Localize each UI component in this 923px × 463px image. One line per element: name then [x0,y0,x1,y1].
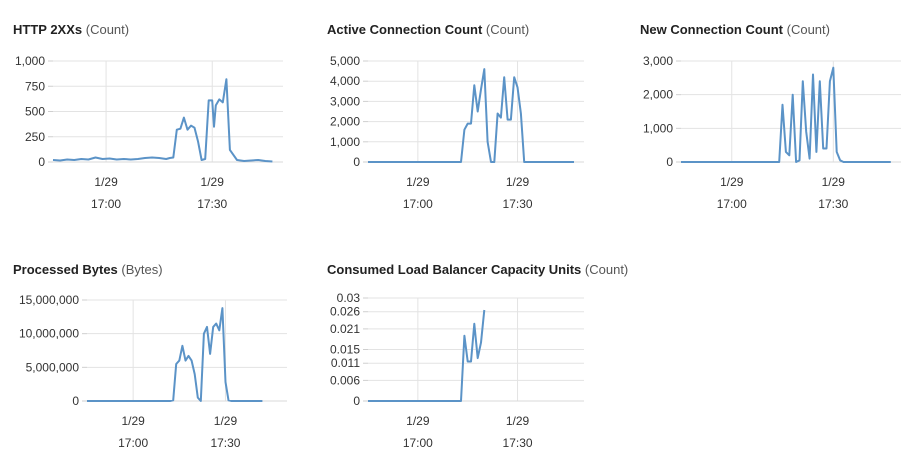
chart-svg: 0 250 500 750 1,000 1/29 17:00 1/29 17:30 [15,54,283,211]
chart-title-main: HTTP 2XXs [13,22,83,37]
x-tick-label-time: 17:30 [503,436,533,450]
chart-title: Active Connection Count (Count) [327,22,529,37]
chart-title-main: Consumed Load Balancer Capacity Units [327,262,582,277]
chart-svg: 0 5,000,000 10,000,000 15,000,000 1/29 17:00 1… [19,293,287,450]
chart-panel-active-connections: Active Connection Count (Count) 0 1,000 2,… [327,22,617,222]
chart-panel-new-connections: New Connection Count (Count) 0 1,000 2,000… [640,22,923,222]
series-line [368,309,486,402]
y-tick-label: 5,000 [330,54,360,68]
x-tick-label-date: 1/29 [720,175,744,189]
y-tick-label: 0.006 [330,373,360,387]
y-tick-label: 10,000,000 [19,327,79,341]
y-tick-label: 1,000 [330,135,360,149]
y-tick-label: 2,000 [643,88,673,102]
chart-title-unit: (Count) [584,262,629,277]
chart-title-unit: (Count) [485,22,530,37]
x-tick-label-time: 17:30 [210,436,240,450]
y-tick-label: 0 [353,155,360,169]
y-tick-label: 1,000 [15,54,45,68]
chart-title-main: New Connection Count [640,22,783,37]
x-tick-label-date: 1/29 [121,414,145,428]
series-line [87,307,263,402]
x-tick-label-time: 17:30 [818,197,848,211]
chart-title-main: Processed Bytes [13,262,118,277]
x-tick-label-date: 1/29 [406,414,430,428]
chart-title-main: Active Connection Count [327,22,483,37]
y-tick-label: 0.03 [337,291,361,305]
y-tick-label: 3,000 [330,94,360,108]
x-tick-label-date: 1/29 [201,175,225,189]
y-tick-label: 250 [25,130,45,144]
series-line [52,78,273,163]
chart-title: Consumed Load Balancer Capacity Units (C… [327,262,628,277]
y-tick-label: 750 [25,79,45,93]
x-tick-label-time: 17:00 [717,197,747,211]
chart-title-unit: (Bytes) [121,262,163,277]
x-tick-label-time: 17:00 [91,197,121,211]
chart-title-unit: (Count) [786,22,830,37]
y-tick-label: 0.011 [331,356,360,370]
series-line [681,66,891,163]
y-tick-label: 0 [72,394,79,408]
x-tick-label-time: 17:00 [403,197,433,211]
y-tick-label: 3,000 [643,54,673,68]
chart-title: Processed Bytes (Bytes) [13,262,163,277]
x-tick-label-date: 1/29 [214,414,238,428]
chart-title: New Connection Count (Count) [640,22,830,37]
y-tick-label: 500 [25,105,45,119]
x-tick-label-date: 1/29 [406,175,430,189]
x-tick-label-date: 1/29 [822,175,846,189]
y-tick-label: 15,000,000 [19,293,79,307]
chart-panel-capacity-units: Consumed Load Balancer Capacity Units (C… [327,262,628,462]
y-tick-label: 4,000 [330,74,360,88]
y-tick-label: 2,000 [330,115,360,129]
chart-title-unit: (Count) [85,22,130,37]
series-line [368,68,574,163]
x-tick-label-time: 17:30 [503,197,533,211]
x-tick-label-time: 17:30 [197,197,227,211]
x-tick-label-date: 1/29 [506,175,530,189]
chart-panel-processed-bytes: Processed Bytes (Bytes) 0 5,000,000 10,000… [13,262,303,462]
y-tick-label: 0 [38,155,45,169]
y-tick-label: 5,000,000 [26,360,80,374]
chart-panel-http-2xx: HTTP 2XXs (Count) 0 250 500 750 1,000 1/29 17:… [13,22,303,222]
y-tick-label: 0 [353,394,360,408]
x-tick-label-date: 1/29 [506,414,530,428]
x-tick-label-time: 17:00 [403,436,433,450]
chart-svg: 0 1,000 2,000 3,000 4,000 5,000 1/29 17:00 1/29 1… [330,54,584,211]
x-tick-label-date: 1/29 [94,175,118,189]
y-tick-label: 0.021 [330,322,360,336]
x-tick-label-time: 17:00 [118,436,148,450]
chart-svg: 0 1,000 2,000 3,000 1/29 17:00 1/29 17:30 [643,54,901,211]
y-tick-label: 1,000 [643,121,673,135]
y-tick-label: 0 [666,155,673,169]
y-tick-label: 0.015 [330,343,360,357]
chart-title: HTTP 2XXs (Count) [13,22,129,37]
y-tick-label: 0.026 [330,305,360,319]
